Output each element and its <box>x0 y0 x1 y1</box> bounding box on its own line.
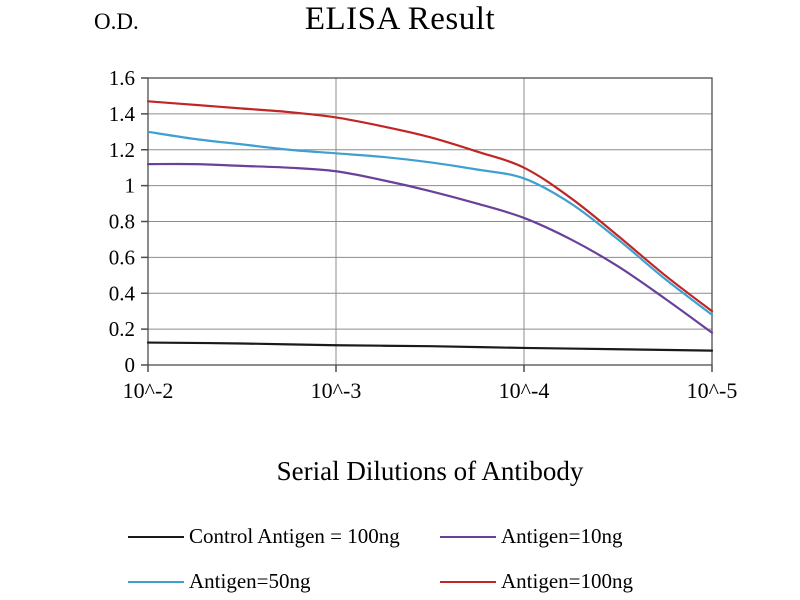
y-tick-label: 0.8 <box>109 210 135 234</box>
legend-label: Antigen=10ng <box>501 524 623 548</box>
legend: Control Antigen = 100ng Antigen=10ng Antig… <box>128 524 728 594</box>
legend-line-swatch <box>128 535 184 538</box>
legend-line-swatch <box>440 535 496 538</box>
series-line-antigen-100ng <box>146 100 714 313</box>
legend-item: Antigen=10ng <box>440 524 728 549</box>
chart-title: ELISA Result <box>304 1 496 37</box>
y-tick-label: 0 <box>125 353 136 377</box>
legend-item: Control Antigen = 100ng <box>128 524 440 549</box>
plot-border <box>147 77 713 366</box>
y-tick-label: 1.4 <box>109 102 136 126</box>
plot-area: 0 0.2 0.4 0.6 0.8 1 1.2 1.4 1.6 10^-2 10^-3 10^-4 10… <box>109 66 738 403</box>
legend-line-swatch <box>440 580 496 583</box>
x-tick-label: 10^-5 <box>687 378 738 403</box>
x-tick-label: 10^-4 <box>499 378 550 403</box>
legend-label: Control Antigen = 100ng <box>189 524 400 548</box>
series-line-antigen-50ng <box>146 130 714 316</box>
x-tick-label: 10^-2 <box>123 378 174 403</box>
legend-line-swatch <box>128 580 184 583</box>
y-tick-label: 1.6 <box>109 66 135 90</box>
y-tick-label: 0.6 <box>109 245 135 269</box>
x-axis-title: Serial Dilutions of Antibody <box>276 456 584 486</box>
y-axis-title: O.D. <box>94 9 139 34</box>
y-tick-label: 0.2 <box>109 317 135 341</box>
legend-item: Antigen=100ng <box>440 569 728 594</box>
legend-item: Antigen=50ng <box>128 569 440 594</box>
legend-label: Antigen=50ng <box>189 569 311 593</box>
series-line-antigen-10ng <box>146 162 714 334</box>
y-tick-label: 1 <box>125 174 136 198</box>
legend-label: Antigen=100ng <box>501 569 633 593</box>
series-line-control-antigen-100ng <box>146 341 714 352</box>
y-tick-label: 0.4 <box>109 281 136 305</box>
y-tick-label: 1.2 <box>109 138 135 162</box>
x-tick-label: 10^-3 <box>311 378 362 403</box>
